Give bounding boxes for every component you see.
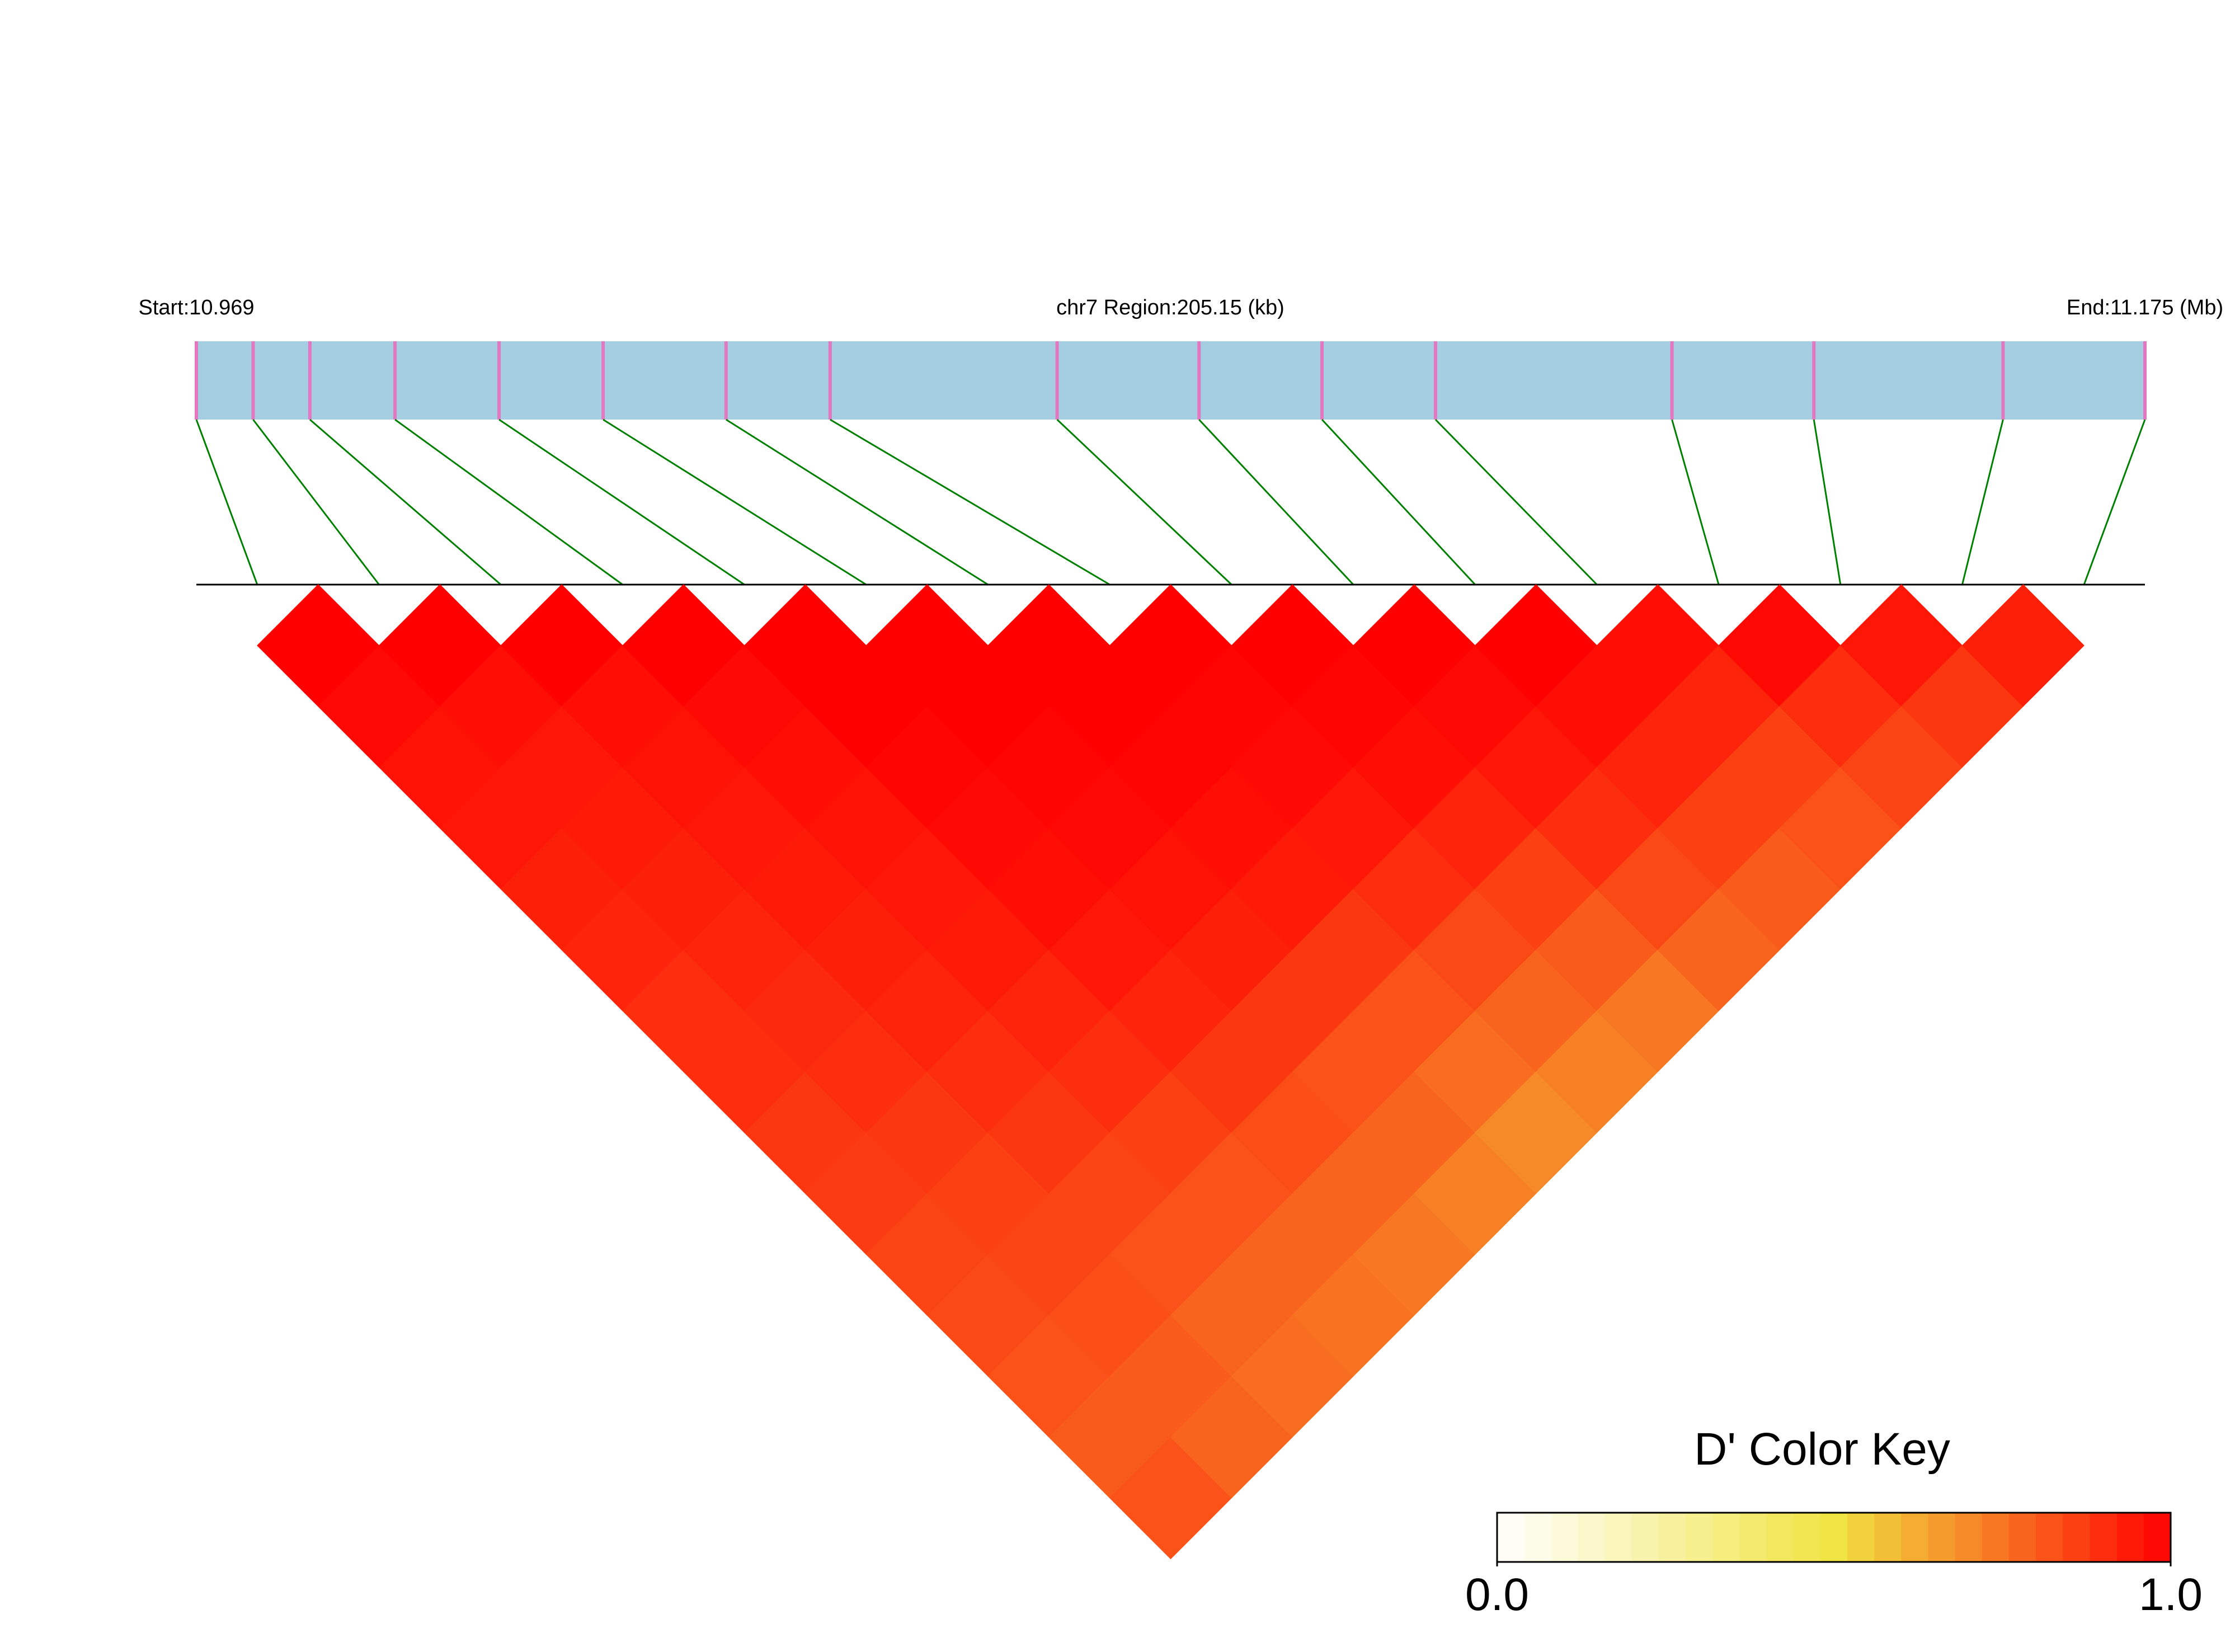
key-step	[1820, 1513, 1848, 1562]
snp-link	[830, 418, 1111, 586]
key-step	[1955, 1513, 1983, 1562]
key-step	[1739, 1513, 1767, 1562]
key-step	[1982, 1513, 2010, 1562]
key-step	[1631, 1513, 1659, 1562]
snp-link	[2083, 419, 2146, 585]
key-step	[2090, 1513, 2118, 1562]
key-step	[1766, 1513, 1794, 1562]
key-title: D' Color Key	[1694, 1424, 1950, 1475]
key-frame	[1496, 1512, 2172, 1563]
key-tick-label: 0.0	[1465, 1569, 1529, 1620]
snp-link	[1434, 418, 1598, 586]
end-label: End:11.175 (Mb)	[2067, 296, 2223, 319]
key-step	[2143, 1513, 2171, 1562]
key-step	[2116, 1513, 2144, 1562]
snp-link	[1198, 418, 1354, 586]
key-step	[1686, 1513, 1714, 1562]
snp-link	[1321, 418, 1476, 586]
key-step	[1901, 1513, 1929, 1562]
key-step	[1551, 1513, 1579, 1562]
key-step	[1928, 1513, 1956, 1562]
key-tick-label: 1.0	[2139, 1569, 2203, 1620]
key-step	[1793, 1513, 1821, 1562]
snp-link	[195, 419, 258, 585]
ld-cell	[1961, 584, 2085, 707]
snp-link	[1961, 419, 2004, 585]
snp-link	[726, 418, 989, 586]
snp-link	[1056, 418, 1232, 586]
key-step	[2036, 1513, 2064, 1562]
key-step	[1524, 1513, 1552, 1562]
key-step	[1712, 1513, 1740, 1562]
snp-link	[1813, 419, 1842, 585]
region-label: chr7 Region:205.15 (kb)	[1056, 296, 1284, 319]
snp-link	[498, 418, 745, 586]
snp-link	[394, 418, 623, 586]
key-step	[2009, 1513, 2037, 1562]
key-step	[2063, 1513, 2091, 1562]
key-step	[1658, 1513, 1687, 1562]
snp-link	[309, 418, 502, 586]
key-step	[1847, 1513, 1875, 1562]
key-step	[1497, 1513, 1525, 1562]
key-step	[1605, 1513, 1632, 1562]
start-label: Start:10.969	[138, 296, 254, 319]
key-step	[1578, 1513, 1606, 1562]
position-bar	[196, 341, 2145, 420]
snp-link	[603, 418, 867, 586]
key-step	[1874, 1513, 1902, 1562]
snp-link	[252, 419, 380, 585]
snp-link	[1671, 419, 1720, 585]
